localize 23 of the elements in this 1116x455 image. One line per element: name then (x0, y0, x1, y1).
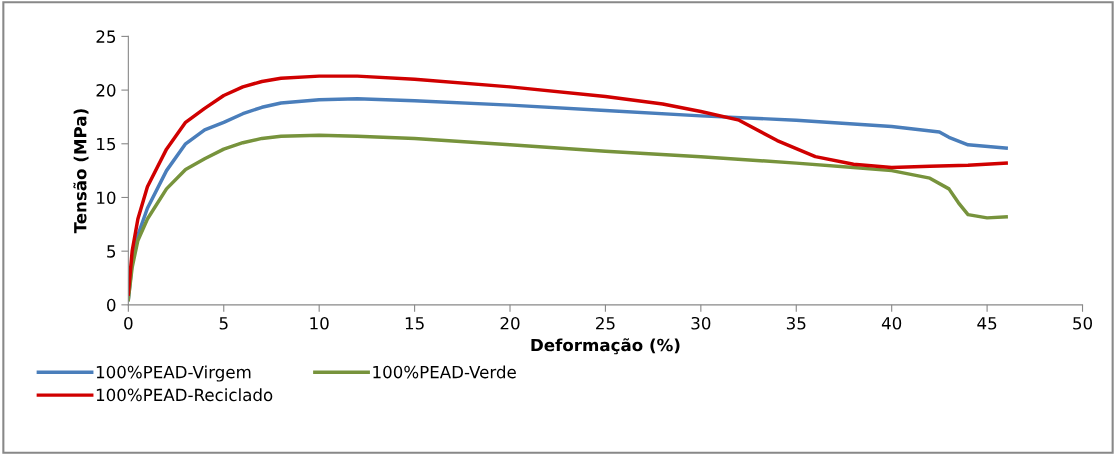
legend-label: 100%PEAD-Virgem (96, 365, 251, 382)
y-tick-label: 0 (107, 298, 116, 312)
y-tick-label: 5 (107, 245, 116, 258)
y-tick-label: 15 (97, 137, 116, 151)
x-tick-label: 35 (786, 316, 806, 330)
x-tick-label: 45 (977, 317, 997, 330)
x-tick-label: 20 (500, 316, 520, 330)
x-axis-title: Deformação (%) (531, 338, 680, 355)
legend-label: 100%PEAD-Reciclado (96, 388, 273, 402)
x-tick-label: 30 (691, 316, 711, 330)
line-series (128, 133, 1008, 302)
x-tick-label: 25 (596, 316, 615, 330)
x-tick-label: 10 (310, 316, 329, 330)
y-tick-label: 20 (96, 84, 116, 97)
y-axis-title: Tensão (MPa) (73, 109, 89, 234)
x-tick-label: 50 (1073, 316, 1093, 330)
x-tick-label: 15 (405, 317, 424, 330)
x-tick-label: 5 (219, 317, 228, 330)
y-tick-label: 10 (97, 191, 116, 205)
legend-label: 100%PEAD-Verde (373, 365, 516, 379)
y-tick-label: 25 (96, 30, 116, 43)
x-tick-label: 0 (124, 316, 133, 330)
x-tick-label: 40 (881, 316, 902, 330)
